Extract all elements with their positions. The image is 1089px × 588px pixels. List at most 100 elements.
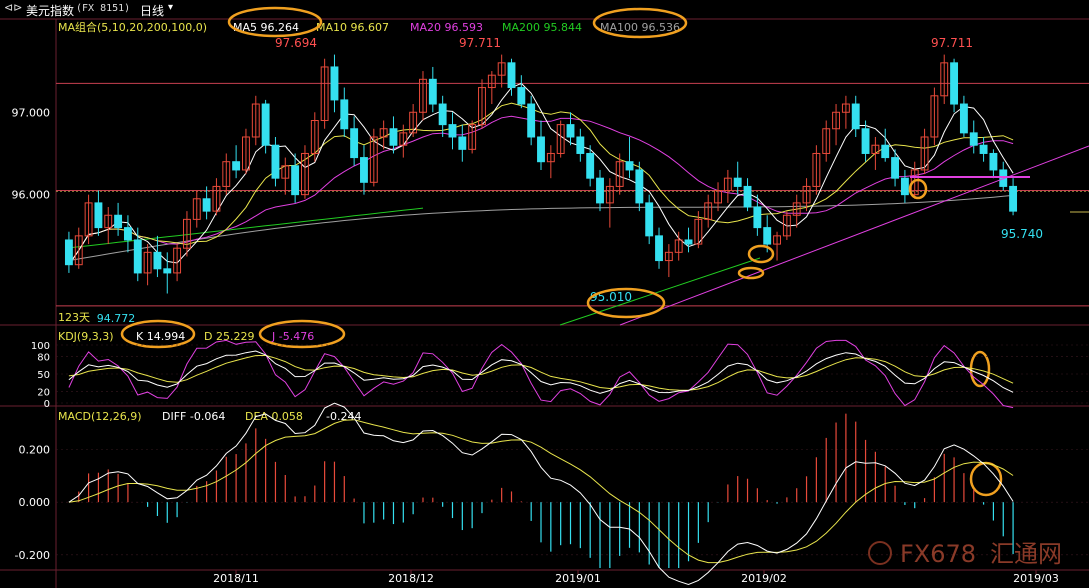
candle-down [625,161,634,171]
candle-up [192,198,201,220]
high-label: 97.711 [459,36,501,50]
candle-up [841,103,850,113]
candle-up [379,128,388,138]
candle-up [409,111,418,134]
ma-legend-item: MA100 96.536 [600,21,680,34]
period-selector[interactable]: 日线 [140,4,165,18]
candle-down [389,128,398,146]
candle-down [153,251,162,270]
high-label: 97.711 [931,36,973,50]
highlight-ellipse [969,350,991,388]
ma-indicator-label: MA组合(5,10,20,200,100,0) [58,20,207,34]
candle-down [507,62,516,89]
candle-up [212,185,221,212]
candle-up [242,136,250,171]
ma-legend-item: MA200 95.844 [502,21,582,34]
highlight-ellipse [586,287,666,319]
watermark-logo-icon [868,541,892,565]
candle-down [586,152,595,179]
candle-up [281,165,290,179]
kdj-y-tick: 20 [37,387,50,398]
macd-diff-line [68,402,1014,586]
candle-up [930,95,939,138]
candle-up [773,235,781,245]
back-forward-icon[interactable]: ⊲⊳ [4,1,23,14]
highlight-ellipse [908,178,928,200]
candle-up [419,78,427,113]
candle-down [428,78,437,105]
kdj-k-value: K 14.994 [136,330,185,343]
candle-up [782,214,791,237]
candle-down [891,157,900,179]
macd-dea-line [68,419,1014,564]
candle-down [123,227,132,241]
candle-up [714,190,722,204]
candle-up [615,161,624,187]
macd-y-tick: -0.200 [15,549,50,562]
kdj-d-line [68,354,1014,391]
candle-up [173,247,182,274]
chevron-down-icon[interactable]: ▾ [168,2,174,13]
candle-down [684,239,693,245]
highlight-ellipse [969,461,1003,497]
candle-down [291,165,300,196]
candle-up [84,202,93,237]
candle-up [674,239,683,253]
ma-legend-item: MA5 96.264 [233,21,299,34]
candle-down [979,144,988,154]
candle-down [900,177,909,196]
kdj-j-line [68,339,1014,409]
candle-down [851,103,860,130]
candle-up [792,202,801,216]
candle-up [182,218,191,249]
highlight-ellipse [227,6,323,38]
candle-up [723,177,732,192]
candle-down [753,206,762,229]
instrument-title[interactable]: 美元指数 [26,4,75,18]
candle-down [350,128,359,159]
candle-down [655,235,663,262]
ma-legend-item: MA10 96.607 [316,21,389,34]
highlight-ellipse [258,319,346,349]
candle-down [989,152,998,171]
candle-down [340,99,349,130]
trend-line [619,145,1089,326]
kdj-k-line [68,350,1014,394]
x-tick-label: 2019/03 [1013,572,1059,585]
candle-up [301,152,309,196]
macd-y-tick: 0.000 [19,496,51,509]
x-tick-label: 2018/12 [388,572,434,585]
macd-indicator-label: MACD(12,26,9) [58,410,142,423]
highlight-ellipse [120,319,196,349]
watermark-text: FX678 [900,540,976,568]
candle-down [576,136,585,154]
candle-down [537,136,545,163]
candle-down [517,87,526,105]
candle-up [546,152,555,163]
candle-up [251,103,260,138]
y-tick-label: 97.000 [12,106,51,119]
candle-down [969,132,978,146]
highlight-ellipse [592,7,688,39]
candle-down [566,124,575,138]
kdj-y-tick: 80 [37,353,50,364]
candle-down [114,214,123,229]
instrument-code: (FX 8151) [76,3,131,14]
candle-down [950,62,959,105]
trend-line-green [559,257,761,326]
candle-down [94,202,103,229]
candle-up [143,251,152,274]
candle-up [940,62,949,97]
highlight-ellipse [747,244,775,264]
candle-up [399,132,408,146]
candle-up [487,74,496,89]
candle-down [360,157,368,183]
low-label: 95.010 [590,290,632,304]
candle-down [645,202,654,237]
candle-down [959,103,968,134]
candle-up [310,120,319,154]
candle-up [694,218,703,245]
candle-down [438,103,447,126]
candle-down [861,128,870,154]
